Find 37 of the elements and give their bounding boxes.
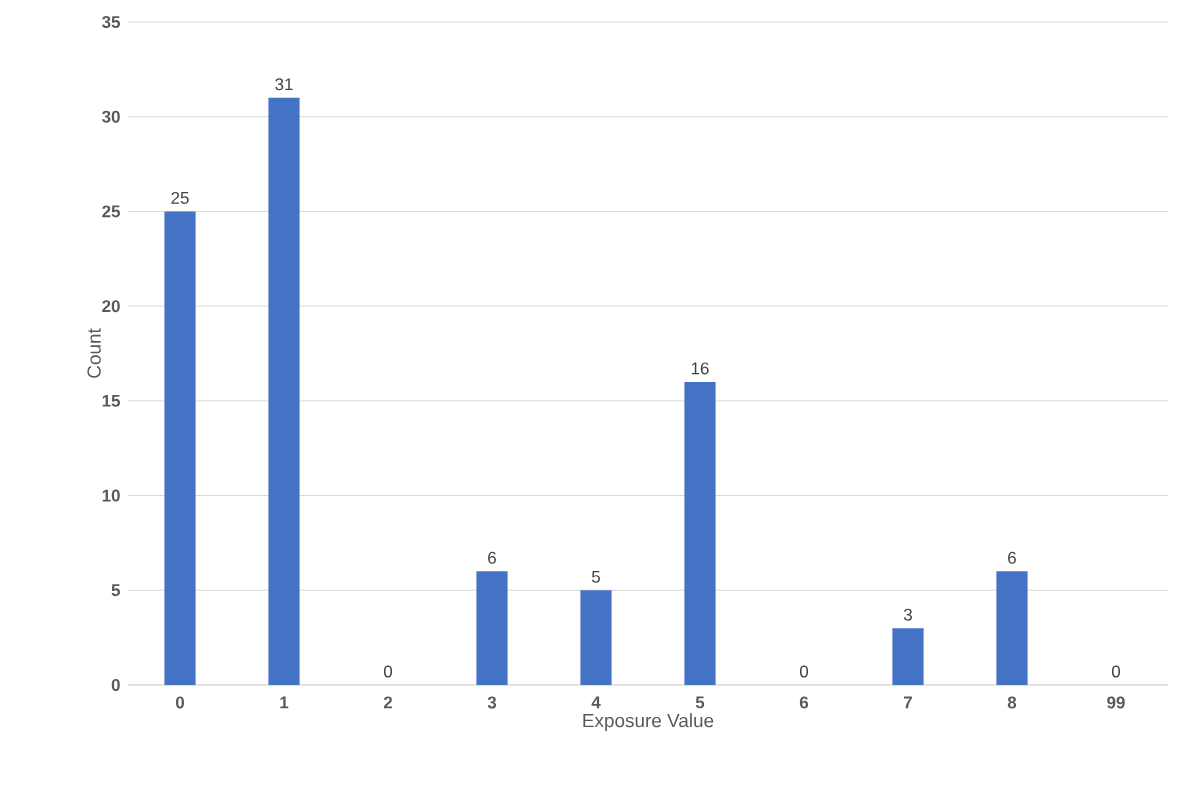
x-tick-label: 99 <box>1107 696 1125 709</box>
bar <box>892 628 924 685</box>
bar <box>996 571 1028 685</box>
y-axis-title: Count <box>87 328 101 378</box>
y-tick-label: 0 <box>111 678 120 691</box>
data-label: 0 <box>383 665 393 678</box>
x-tick-label: 3 <box>487 696 497 709</box>
y-tick-label: 20 <box>102 300 120 313</box>
y-tick-label: 30 <box>102 110 120 123</box>
data-label: 5 <box>591 570 600 583</box>
bar <box>268 97 300 685</box>
data-label: 6 <box>488 551 496 564</box>
x-tick-label: 7 <box>904 696 912 709</box>
x-tick-label: 8 <box>1007 696 1017 709</box>
y-tick-label: 15 <box>102 394 121 407</box>
y-tick-label: 35 <box>102 15 121 28</box>
bar <box>164 211 196 685</box>
data-label: 31 <box>275 78 293 91</box>
x-tick-label: 2 <box>383 696 393 709</box>
x-tick-label: 0 <box>175 696 185 709</box>
bar <box>476 571 508 685</box>
bar <box>684 381 716 685</box>
x-tick-label: 4 <box>591 696 601 709</box>
bar <box>580 590 612 685</box>
data-label: 3 <box>903 608 912 621</box>
data-label: 6 <box>1008 551 1016 564</box>
data-label: 0 <box>1111 665 1121 678</box>
y-tick-label: 25 <box>102 205 121 218</box>
data-label: 16 <box>691 362 709 375</box>
data-label: 0 <box>799 665 809 678</box>
y-tick-label: 10 <box>102 489 120 502</box>
data-label: 25 <box>171 191 189 204</box>
x-axis-title: Exposure Value <box>583 713 714 731</box>
y-tick-label: 5 <box>111 584 121 597</box>
x-tick-label: 1 <box>280 696 289 709</box>
x-tick-label: 5 <box>695 696 705 709</box>
x-tick-label: 6 <box>799 696 809 709</box>
